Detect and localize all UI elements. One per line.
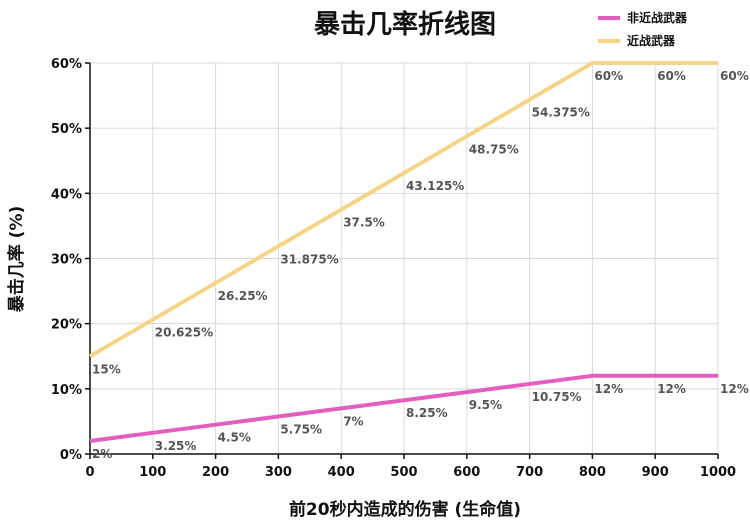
y-tick-label: 0% — [60, 448, 82, 463]
y-tick-label: 30% — [51, 253, 82, 268]
data-label: 60% — [594, 69, 623, 83]
series-line-1 — [88, 61, 718, 358]
legend-label-melee: 近战武器 — [627, 33, 676, 48]
x-tick-label: 300 — [265, 465, 292, 480]
data-label: 4.5% — [218, 431, 251, 445]
x-tick-label: 500 — [390, 465, 417, 480]
x-tick-label: 900 — [642, 465, 669, 480]
data-label: 54.375% — [532, 106, 590, 120]
legend-label-non-melee: 非近战武器 — [627, 10, 688, 25]
data-label: 12% — [657, 382, 686, 396]
data-label: 26.25% — [218, 289, 268, 303]
chart-title: 暴击几率折线图 — [314, 9, 496, 40]
y-tick-label: 50% — [51, 122, 82, 137]
series-lines — [88, 61, 718, 443]
data-label: 12% — [594, 382, 623, 396]
data-label: 5.75% — [280, 423, 322, 437]
x-tick-label: 800 — [579, 465, 606, 480]
x-tick-label: 0 — [85, 465, 94, 480]
data-label: 2% — [92, 447, 112, 461]
axes — [85, 62, 719, 459]
x-tick-label: 200 — [202, 465, 229, 480]
series-line-0 — [89, 373, 718, 443]
data-label: 48.75% — [469, 142, 519, 156]
grid-lines — [90, 62, 719, 454]
x-axis-label: 前20秒内造成的伤害 (生命值) — [289, 499, 521, 520]
data-label: 15% — [92, 362, 121, 376]
data-label: 8.25% — [406, 406, 448, 420]
data-label: 3.25% — [155, 439, 197, 453]
y-axis-label: 暴击几率 (%) — [6, 206, 27, 314]
data-label: 31.875% — [280, 252, 338, 266]
data-label: 12% — [720, 382, 749, 396]
tick-labels: 0 100 200 300 400 500 600 700 800 900 1000 0% 10% 20%… — [51, 57, 736, 480]
data-label: 9.5% — [469, 398, 502, 412]
data-label: 60% — [720, 69, 749, 83]
x-tick-label: 1000 — [700, 465, 736, 480]
x-tick-label: 600 — [453, 465, 480, 480]
y-tick-label: 60% — [51, 57, 82, 72]
x-tick-label: 100 — [139, 465, 166, 480]
y-tick-label: 20% — [51, 318, 82, 333]
x-tick-label: 700 — [516, 465, 543, 480]
y-tick-label: 40% — [51, 187, 82, 202]
data-label: 10.75% — [532, 390, 582, 404]
data-label: 60% — [657, 69, 686, 83]
data-label: 37.5% — [343, 216, 385, 230]
data-label: 7% — [343, 414, 363, 428]
y-tick-label: 10% — [51, 383, 82, 398]
data-labels: 2% 3.25% 4.5% 5.75% 7% 8.25% 9.5% 10.75% 12% 12% 1… — [92, 69, 749, 461]
data-label: 20.625% — [155, 326, 213, 340]
data-label: 43.125% — [406, 179, 464, 193]
legend: 非近战武器 近战武器 — [598, 10, 688, 48]
x-tick-label: 400 — [328, 465, 355, 480]
